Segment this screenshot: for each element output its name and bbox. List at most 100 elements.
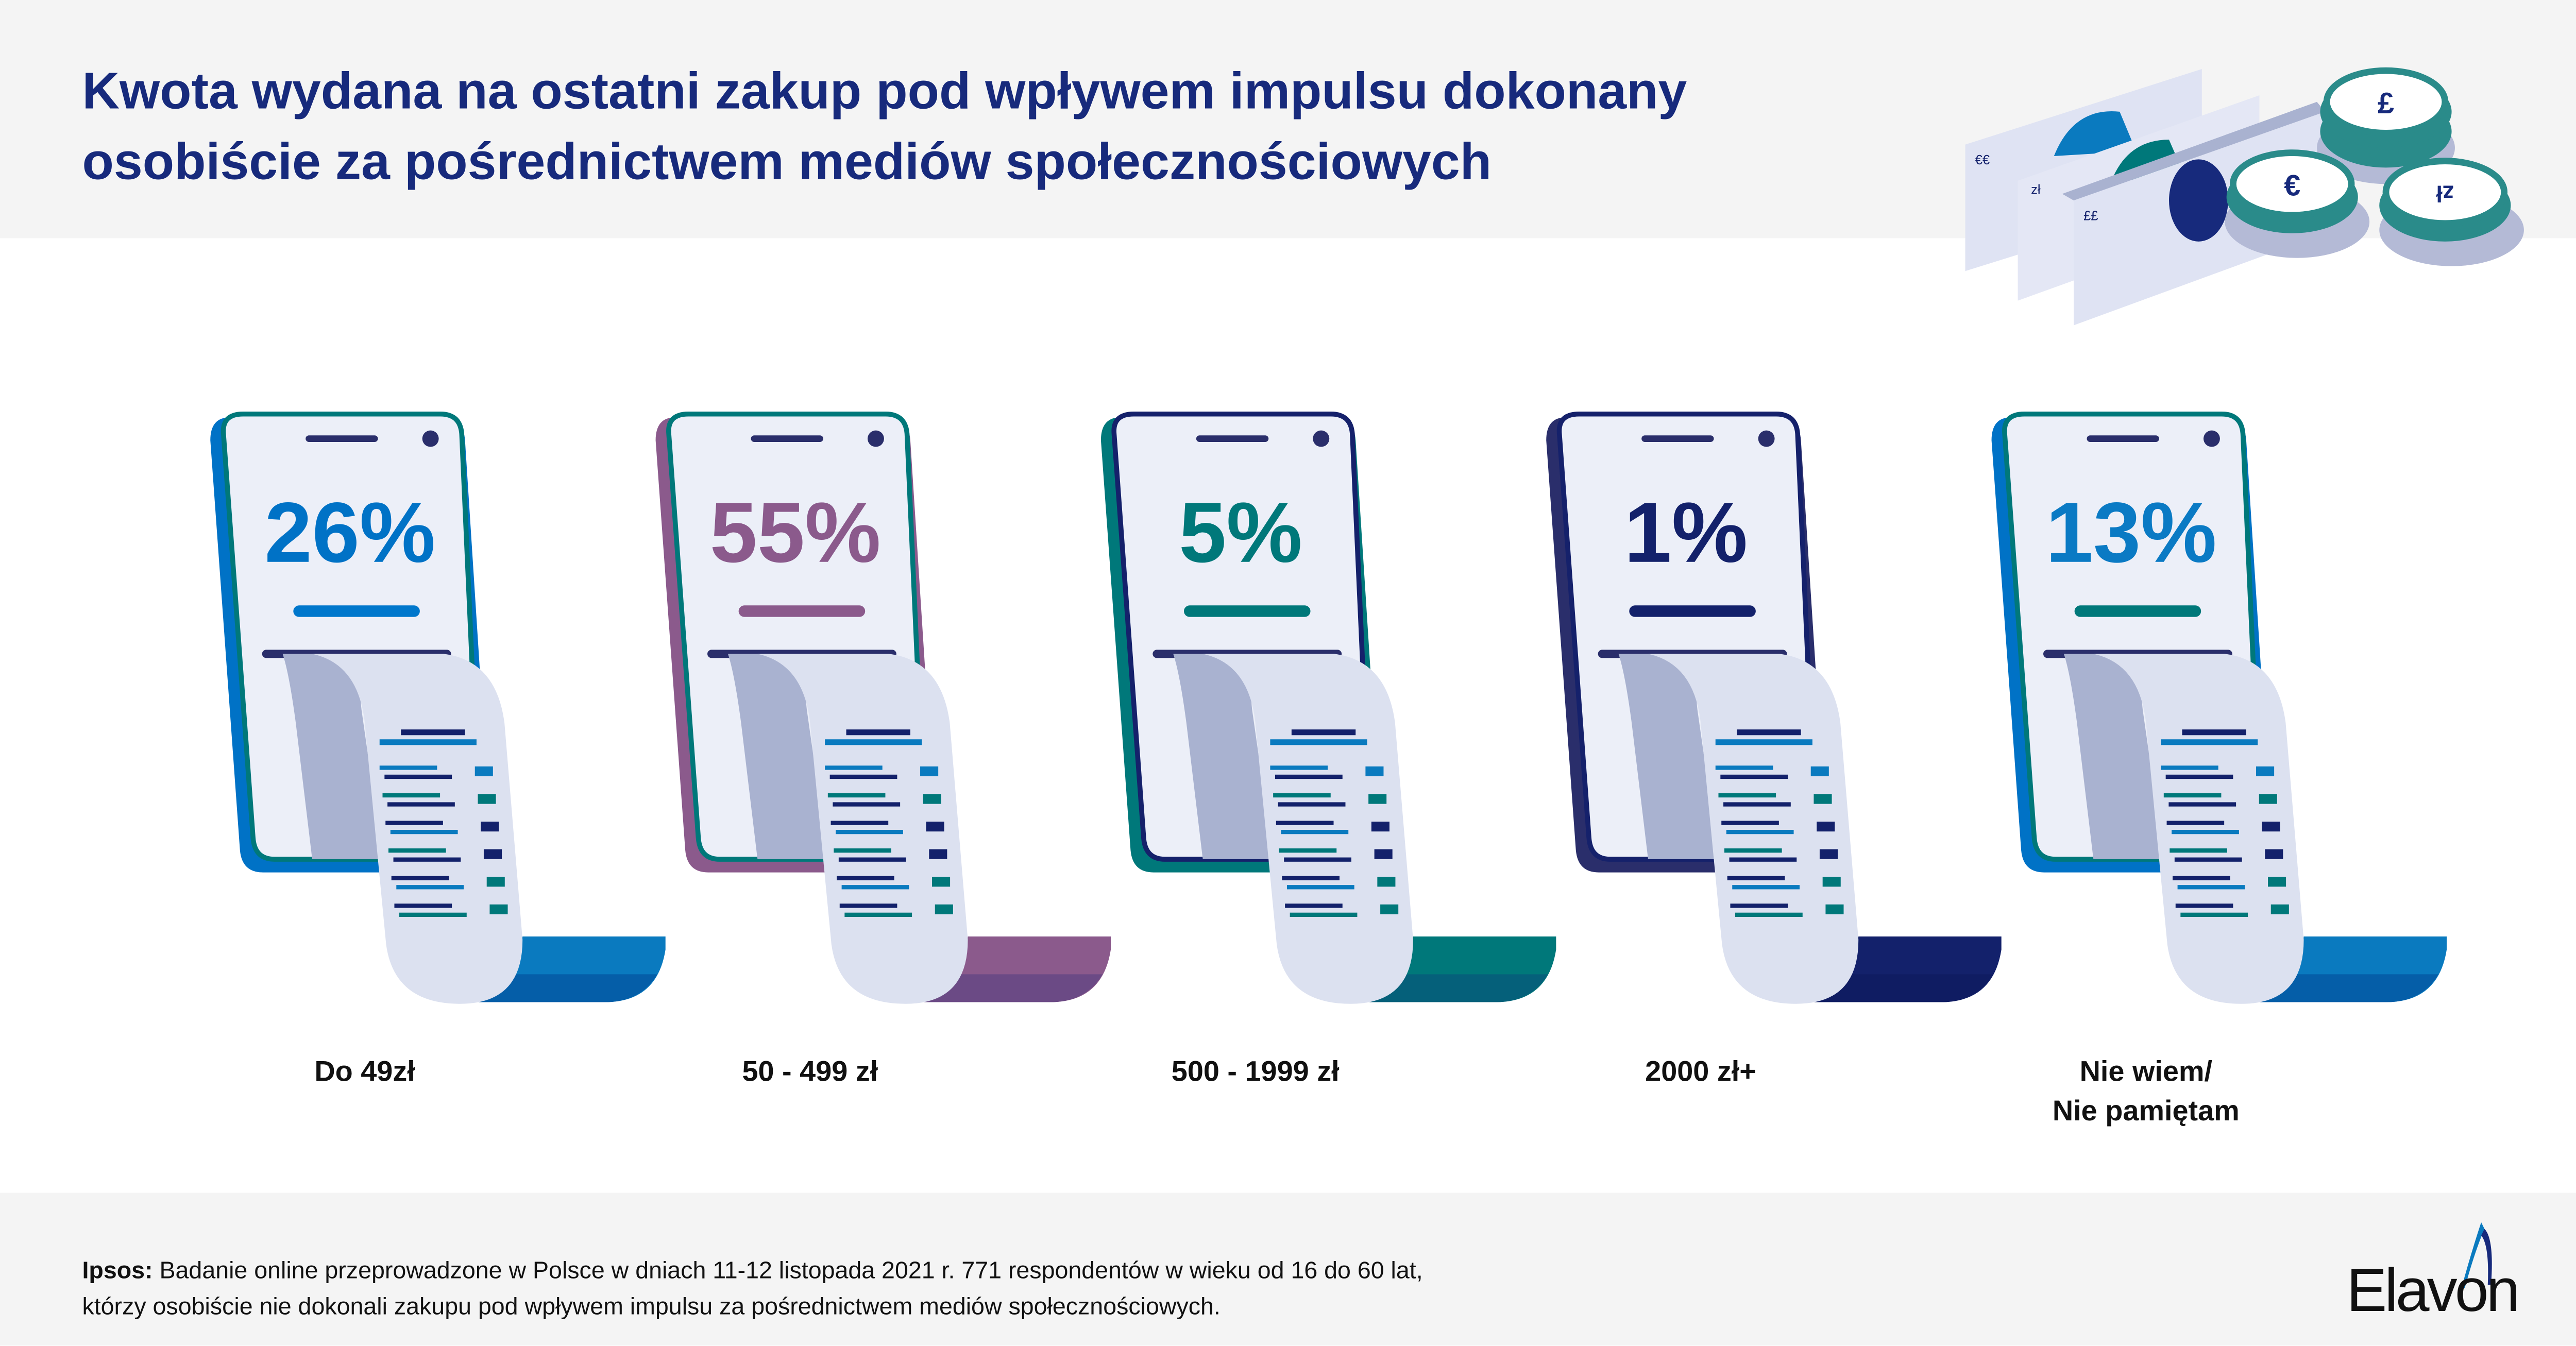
receipt-line bbox=[379, 765, 437, 770]
phone-card: 1% bbox=[1546, 411, 2002, 1004]
receipt-curl bbox=[2063, 654, 2164, 860]
receipt-line bbox=[2170, 848, 2227, 853]
banknote-label: €€ bbox=[1975, 153, 1990, 167]
receipt-line bbox=[1729, 857, 1797, 862]
receipt-amount bbox=[1822, 877, 1841, 887]
receipt-line bbox=[1718, 793, 1776, 798]
receipt-line bbox=[1715, 765, 1773, 770]
receipt-line bbox=[2174, 857, 2242, 862]
receipt-amount bbox=[2270, 904, 2289, 914]
receipt-line bbox=[2161, 765, 2218, 770]
phone-card: 26% bbox=[210, 411, 666, 1004]
page-title: Kwota wydana na ostatni zakup pod wpływe… bbox=[82, 56, 1687, 197]
receipt-line bbox=[2163, 793, 2222, 798]
footnote-line-2: którzy osobiście nie dokonali zakupu pod… bbox=[82, 1294, 1221, 1321]
receipt-amount bbox=[483, 849, 502, 859]
receipt-line bbox=[1291, 729, 1356, 736]
receipt-amount bbox=[2256, 766, 2275, 776]
receipt-line bbox=[2175, 904, 2233, 908]
receipt-amount bbox=[1825, 904, 1844, 914]
receipt-line bbox=[844, 912, 912, 917]
receipt-amount bbox=[1814, 794, 1832, 804]
category-label-line: Do 49zł bbox=[314, 1054, 415, 1088]
category-label-line: 50 - 499 zł bbox=[742, 1054, 878, 1088]
receipt-line bbox=[394, 904, 452, 908]
receipt-line bbox=[1715, 739, 1812, 745]
coin-symbol-euro: € bbox=[2284, 169, 2300, 202]
logo-swoosh-icon bbox=[2461, 1222, 2492, 1288]
receipt-line bbox=[834, 848, 891, 853]
receipt-line bbox=[388, 848, 446, 853]
receipt-line bbox=[1276, 821, 1334, 825]
receipt-amount bbox=[478, 794, 496, 804]
receipt-line bbox=[839, 904, 897, 908]
receipt-line bbox=[2172, 829, 2239, 834]
phone-camera-icon bbox=[422, 430, 439, 447]
receipt-line bbox=[838, 857, 906, 862]
receipt-line bbox=[391, 876, 449, 880]
receipt-line bbox=[401, 729, 465, 736]
receipt-amount bbox=[926, 822, 944, 832]
receipt-curl bbox=[1173, 654, 1274, 860]
receipt-line bbox=[1726, 829, 1794, 834]
coin-symbol-pound: £ bbox=[2378, 87, 2394, 120]
receipt-amount bbox=[486, 877, 505, 887]
footnote-text-1: Badanie online przeprowadzone w Polsce w… bbox=[152, 1258, 1423, 1285]
receipt-amount bbox=[935, 904, 953, 914]
category-label: 2000 zł+ bbox=[1503, 1051, 1897, 1091]
receipt-line bbox=[836, 829, 903, 834]
receipt-amount bbox=[2265, 849, 2283, 859]
banknote-oval bbox=[2054, 111, 2137, 156]
receipt-amount bbox=[923, 794, 941, 804]
receipt-line bbox=[2168, 802, 2236, 807]
receipt-line bbox=[825, 765, 883, 770]
footnote-line-1: Ipsos: Badanie online przeprowadzone w P… bbox=[82, 1254, 1422, 1290]
receipt-line bbox=[846, 729, 910, 736]
receipt-line bbox=[1721, 821, 1779, 825]
receipt-line bbox=[1290, 912, 1358, 917]
receipt-curl bbox=[1618, 654, 1719, 860]
receipt-line bbox=[2161, 739, 2258, 745]
receipt-amount bbox=[1371, 822, 1389, 832]
receipt-line bbox=[2165, 774, 2233, 779]
receipt-amount bbox=[1817, 822, 1835, 832]
logo-text: Elavon bbox=[2346, 1256, 2520, 1324]
receipt-amount bbox=[481, 822, 499, 832]
receipt-line bbox=[831, 821, 889, 825]
phone-card: 5% bbox=[1100, 411, 1556, 1004]
receipt-amount bbox=[1380, 904, 1399, 914]
receipt-line bbox=[2166, 821, 2225, 825]
money-illustration: €€ zł ££ £ € bbox=[1965, 67, 2524, 326]
receipt-line bbox=[385, 821, 443, 825]
receipt-line bbox=[1285, 904, 1343, 908]
receipt-amount bbox=[1377, 877, 1396, 887]
phone-camera-icon bbox=[868, 430, 884, 447]
receipt-line bbox=[1270, 765, 1328, 770]
receipt-line bbox=[1281, 829, 1349, 834]
receipt-line bbox=[833, 802, 901, 807]
receipt-line bbox=[827, 793, 886, 798]
coin-euro: € bbox=[2225, 149, 2370, 258]
receipt-amount bbox=[1810, 766, 1829, 776]
phone-card: 13% bbox=[1991, 411, 2447, 1004]
receipt-line bbox=[1735, 912, 1803, 917]
receipt-amount bbox=[489, 904, 508, 914]
phone-camera-icon bbox=[1313, 430, 1330, 447]
receipt-line bbox=[1270, 739, 1367, 745]
title-line-2: osobiście za pośrednictwem mediów społec… bbox=[82, 131, 1492, 191]
phone-card: 55% bbox=[655, 411, 1111, 1004]
receipt-line bbox=[393, 857, 461, 862]
receipt-amount bbox=[1368, 794, 1387, 804]
category-label: Nie wiem/Nie pamiętam bbox=[1949, 1051, 2343, 1130]
banknote-edge bbox=[2062, 101, 2326, 201]
coin-symbol-zloty: zł bbox=[2436, 180, 2454, 206]
percent-value: 5% bbox=[1179, 485, 1302, 581]
percent-value: 1% bbox=[1624, 485, 1748, 581]
receipt-line bbox=[1282, 876, 1340, 880]
title-line-1: Kwota wydana na ostatni zakup pod wpływe… bbox=[82, 61, 1687, 120]
receipt-curl bbox=[727, 654, 828, 860]
banknote-oval bbox=[2169, 159, 2228, 242]
receipt-line bbox=[1273, 793, 1331, 798]
